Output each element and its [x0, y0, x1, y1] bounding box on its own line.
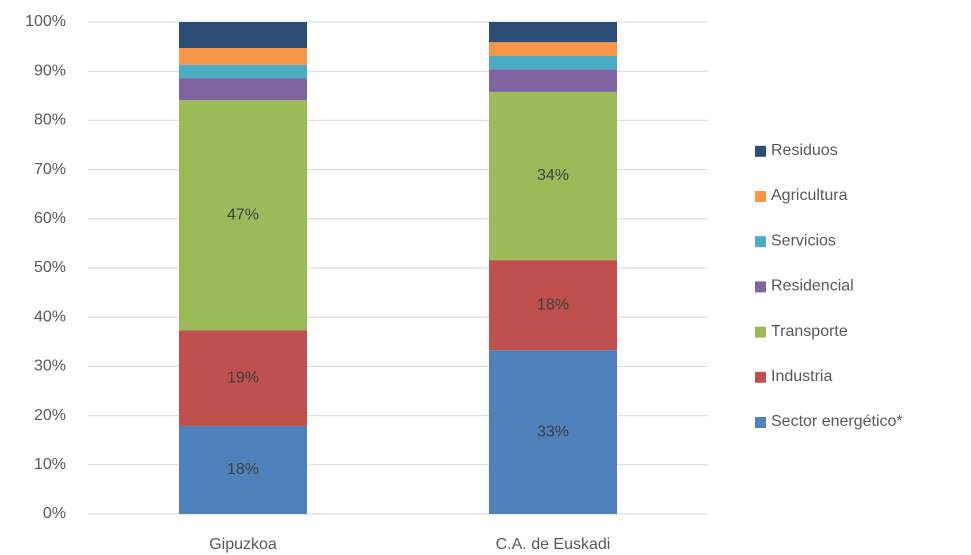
bar-segment	[489, 55, 617, 70]
legend-swatch	[755, 417, 766, 428]
data-label: 33%	[537, 423, 569, 440]
y-tick-label: 20%	[34, 407, 66, 424]
bar-segment	[489, 260, 617, 351]
legend-swatch	[755, 326, 766, 338]
data-label: 19%	[227, 369, 259, 386]
bar-segment	[179, 330, 307, 426]
y-tick-label: 50%	[34, 259, 66, 276]
legend-swatch	[755, 145, 766, 157]
bar-segment	[179, 22, 307, 49]
bar-segment	[489, 350, 617, 514]
y-tick-label: 60%	[34, 210, 66, 227]
y-tick-label: 30%	[34, 358, 66, 375]
x-tick-label: Gipuzkoa	[209, 536, 277, 553]
data-label: 18%	[227, 461, 259, 478]
y-tick-label: 100%	[25, 13, 66, 30]
legend-swatch	[755, 236, 766, 248]
bar-segment	[179, 48, 307, 65]
y-tick-label: 0%	[43, 505, 66, 522]
y-tick-label: 80%	[34, 112, 66, 129]
bar-segment	[489, 69, 617, 92]
data-label: 34%	[537, 167, 569, 184]
bar-segment	[179, 425, 307, 514]
legend-label: Agricultura	[771, 187, 848, 204]
y-tick-label: 70%	[34, 161, 66, 178]
x-tick-label: C.A. de Euskadi	[496, 536, 611, 553]
bar-segment	[489, 91, 617, 261]
bar-segment	[489, 22, 617, 43]
legend-label: Residencial	[771, 278, 854, 295]
data-label: 18%	[537, 296, 569, 313]
bar-segment	[179, 64, 307, 79]
data-label: 47%	[227, 207, 259, 224]
legend-swatch	[755, 371, 766, 383]
y-tick-label: 10%	[34, 456, 66, 473]
bar-segment	[489, 42, 617, 56]
legend-label: Residuos	[771, 142, 838, 159]
y-tick-label: 40%	[34, 308, 66, 325]
legend-swatch	[755, 191, 766, 202]
legend-label: Servicios	[771, 232, 836, 249]
y-tick-label: 90%	[34, 62, 66, 79]
bar-segment	[179, 78, 307, 101]
legend-label: Sector energético*	[771, 413, 903, 430]
legend-swatch	[755, 281, 766, 293]
legend-label: Transporte	[771, 323, 848, 340]
legend-label: Industria	[771, 368, 832, 385]
bar-segment	[179, 100, 307, 331]
